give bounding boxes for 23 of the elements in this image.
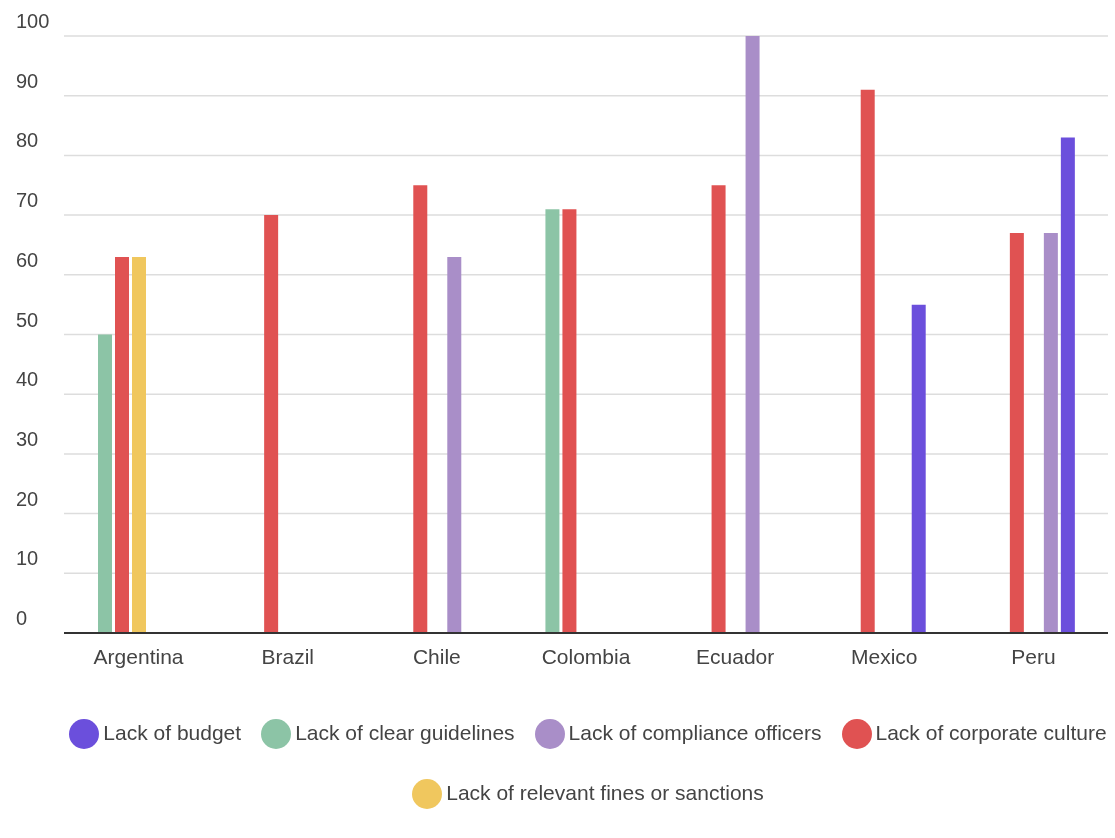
legend-label: Lack of clear guidelines: [295, 721, 515, 744]
x-tick-label: Colombia: [541, 644, 631, 668]
x-tick-label: Ecuador: [696, 644, 775, 668]
x-tick-label: Brazil: [261, 644, 314, 668]
y-tick-label: 100: [16, 10, 50, 32]
y-tick-label: 60: [16, 248, 39, 271]
y-tick-label: 30: [16, 427, 39, 450]
y-tick-label: 70: [16, 189, 39, 212]
legend-label: Lack of relevant fines or sanctions: [446, 781, 764, 804]
y-tick-label: 20: [16, 487, 39, 510]
x-tick-label: Chile: [412, 644, 461, 668]
legend-label: Lack of budget: [103, 721, 242, 744]
y-tick-label: 10: [16, 547, 39, 570]
x-tick-label: Peru: [1011, 644, 1056, 668]
y-tick-label: 80: [16, 129, 39, 152]
x-tick-label: Argentina: [93, 644, 184, 668]
y-tick-label: 0: [16, 607, 28, 629]
legend-label: Lack of compliance officers: [568, 721, 822, 744]
y-tick-label: 90: [16, 69, 39, 92]
y-tick-label: 50: [16, 308, 39, 331]
x-tick-label: Mexico: [851, 644, 918, 668]
y-tick-label: 40: [16, 368, 39, 391]
legend-label: Lack of corporate culture: [875, 721, 1107, 744]
